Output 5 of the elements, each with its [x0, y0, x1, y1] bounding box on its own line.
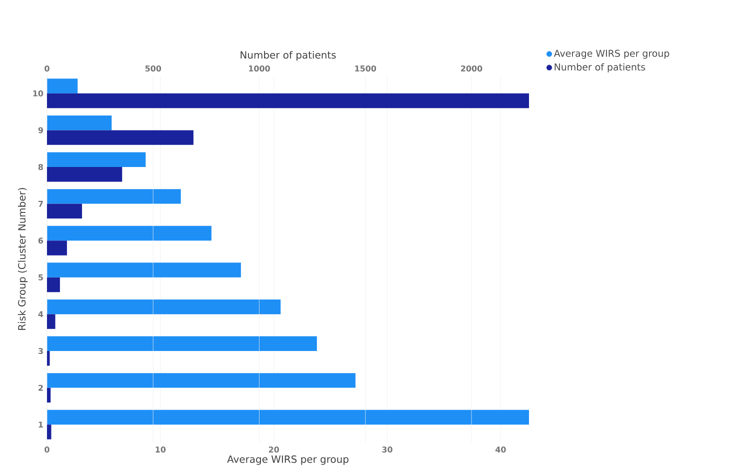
- x-axis-title: Average WIRS per group: [227, 455, 348, 465]
- legend-label: Number of patients: [554, 63, 646, 72]
- y-axis-title: Risk Group (Cluster Number): [18, 188, 28, 330]
- x2-axis-title: Number of patients: [240, 50, 336, 61]
- legend-label: Average WIRS per group: [554, 50, 670, 59]
